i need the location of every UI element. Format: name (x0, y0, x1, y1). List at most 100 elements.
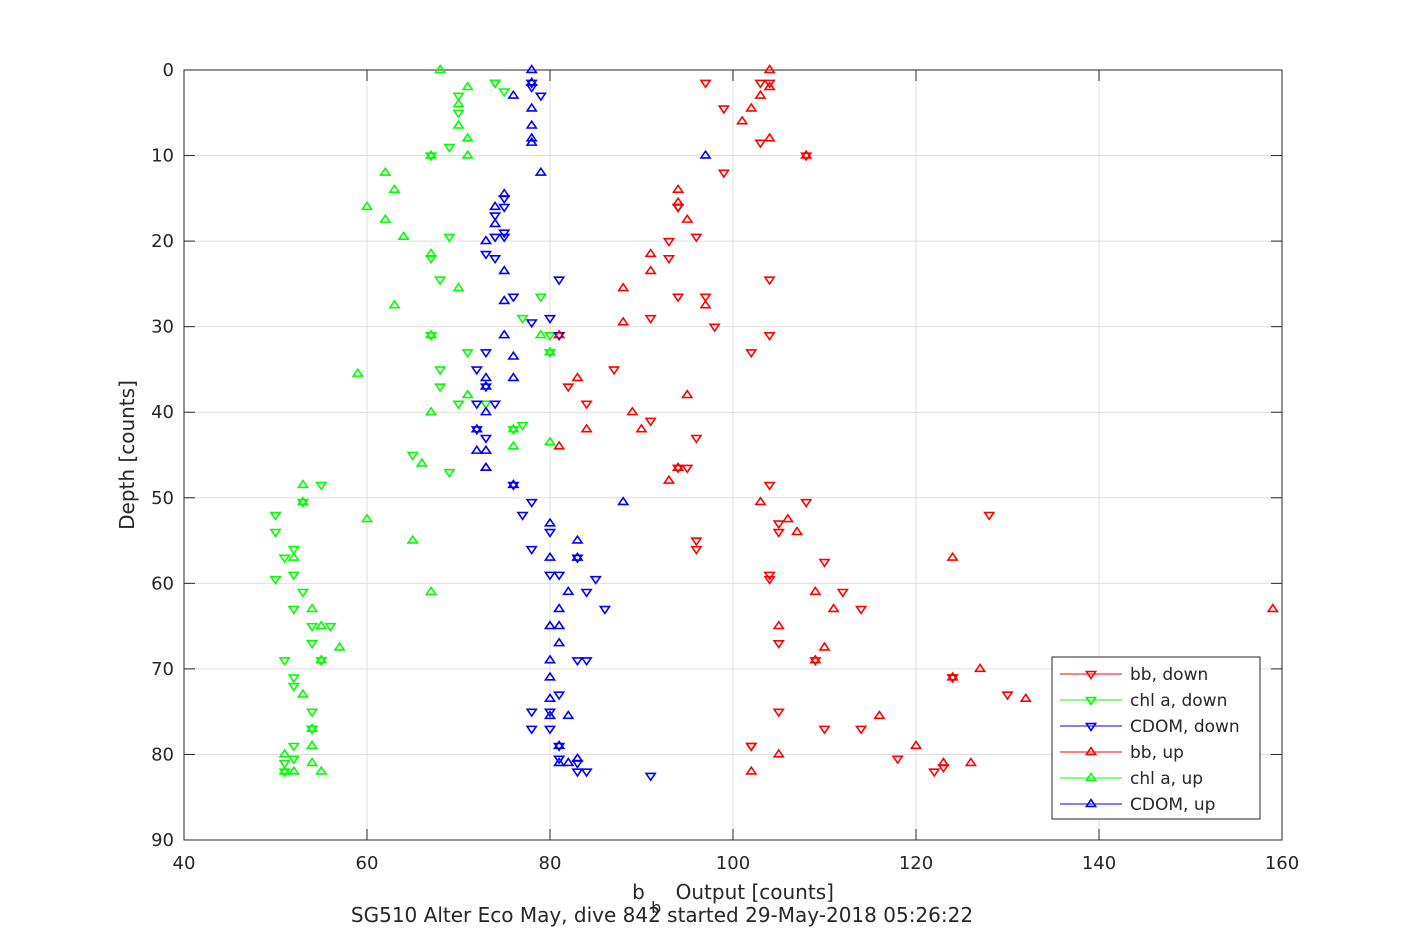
legend-entry: chl a, down (1060, 691, 1227, 711)
data-point (772, 520, 785, 530)
data-point (928, 768, 941, 778)
data-point (617, 496, 630, 506)
data-point (315, 657, 328, 667)
data-point (479, 400, 493, 410)
data-point (498, 295, 511, 305)
series-chl-a-down (269, 79, 557, 778)
legend-entry: bb, up (1060, 743, 1184, 763)
data-point (461, 149, 474, 159)
data-point (360, 513, 374, 523)
data-point (525, 708, 538, 718)
data-point (424, 406, 438, 416)
data-point (498, 188, 511, 198)
data-point (434, 276, 447, 286)
data-point (461, 349, 474, 359)
data-point (543, 314, 557, 324)
data-point (690, 537, 703, 547)
legend-label: bb, up (1130, 743, 1184, 763)
data-point (772, 528, 785, 538)
data-point (305, 757, 319, 767)
legend-entry: bb, down (1060, 665, 1208, 685)
data-point (278, 768, 291, 778)
data-point (598, 605, 612, 615)
data-point (534, 293, 547, 303)
data-point (745, 349, 758, 359)
data-markers (269, 64, 1279, 782)
data-point (452, 119, 465, 129)
data-point (443, 143, 456, 153)
legend-label: chl a, up (1130, 769, 1203, 789)
legend-marker (1084, 798, 1098, 808)
data-point (717, 169, 730, 179)
data-point (973, 663, 987, 673)
x-tick-label: 140 (1082, 853, 1116, 874)
data-point (305, 708, 319, 718)
x-axis-label-main: Output [counts] (676, 880, 834, 904)
data-point (964, 757, 978, 767)
data-point (525, 132, 538, 142)
data-point (763, 571, 776, 581)
data-point (745, 765, 758, 775)
data-point (525, 136, 538, 146)
data-point (772, 748, 785, 758)
data-point (543, 693, 557, 703)
data-point (525, 498, 538, 508)
data-point (287, 674, 300, 684)
data-point (278, 765, 291, 775)
data-point (324, 622, 337, 632)
data-point (571, 657, 584, 667)
data-point (452, 400, 465, 410)
data-point (543, 571, 557, 581)
legend-entry: CDOM, up (1060, 795, 1215, 815)
data-point (397, 231, 410, 241)
data-point (681, 213, 694, 223)
data-point (937, 757, 950, 767)
data-point (891, 755, 904, 765)
data-point (763, 79, 776, 89)
data-point (1019, 693, 1032, 703)
data-point (452, 92, 465, 102)
data-point (525, 319, 538, 329)
data-point (507, 372, 520, 382)
data-point (525, 102, 538, 112)
data-point (873, 710, 886, 720)
data-point (305, 603, 319, 613)
data-point (516, 421, 529, 431)
data-point (525, 77, 538, 87)
data-point (305, 640, 319, 650)
data-point (278, 748, 291, 758)
data-point (479, 406, 493, 416)
data-point (488, 400, 502, 410)
data-point (763, 132, 776, 142)
y-tick-label: 70 (151, 659, 174, 680)
data-point (553, 332, 566, 342)
data-point (287, 755, 300, 765)
data-point (800, 152, 813, 162)
x-tick-label: 160 (1265, 853, 1299, 874)
data-point (516, 511, 529, 521)
data-point (690, 233, 703, 243)
y-tick-label: 50 (151, 488, 174, 509)
data-point (479, 434, 493, 444)
data-point (617, 282, 630, 292)
data-point (507, 350, 520, 360)
data-point (781, 513, 795, 523)
data-point (315, 481, 328, 491)
data-point (543, 620, 557, 630)
data-point (543, 517, 557, 527)
data-point (269, 528, 282, 538)
data-point (717, 105, 730, 115)
data-point (434, 366, 447, 376)
data-point (662, 474, 676, 484)
data-point (607, 366, 621, 376)
y-tick-label: 20 (151, 231, 174, 252)
data-point (461, 81, 474, 91)
data-point (809, 654, 822, 664)
data-point (763, 64, 776, 74)
y-tick-label: 60 (151, 573, 174, 594)
data-point (754, 139, 767, 149)
data-point (754, 89, 767, 99)
legend-box (1051, 656, 1261, 820)
data-point (488, 201, 502, 211)
